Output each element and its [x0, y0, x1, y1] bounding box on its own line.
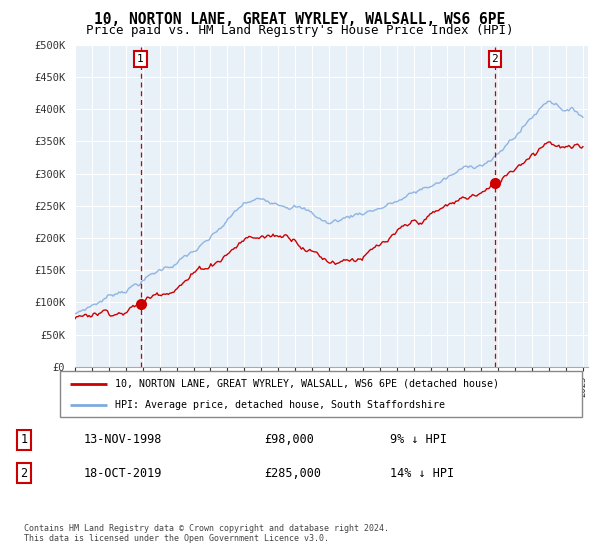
Text: 14% ↓ HPI: 14% ↓ HPI	[390, 466, 454, 480]
Text: 10, NORTON LANE, GREAT WYRLEY, WALSALL, WS6 6PE: 10, NORTON LANE, GREAT WYRLEY, WALSALL, …	[94, 12, 506, 27]
Text: 13-NOV-1998: 13-NOV-1998	[84, 433, 163, 446]
Text: 18-OCT-2019: 18-OCT-2019	[84, 466, 163, 480]
Text: 2: 2	[20, 466, 28, 480]
Text: HPI: Average price, detached house, South Staffordshire: HPI: Average price, detached house, Sout…	[115, 400, 445, 410]
Text: 9% ↓ HPI: 9% ↓ HPI	[390, 433, 447, 446]
FancyBboxPatch shape	[60, 371, 582, 417]
Text: Contains HM Land Registry data © Crown copyright and database right 2024.
This d: Contains HM Land Registry data © Crown c…	[24, 524, 389, 543]
Text: 10, NORTON LANE, GREAT WYRLEY, WALSALL, WS6 6PE (detached house): 10, NORTON LANE, GREAT WYRLEY, WALSALL, …	[115, 379, 499, 389]
Text: £98,000: £98,000	[264, 433, 314, 446]
Text: 2: 2	[491, 54, 498, 64]
Text: Price paid vs. HM Land Registry's House Price Index (HPI): Price paid vs. HM Land Registry's House …	[86, 24, 514, 37]
Text: £285,000: £285,000	[264, 466, 321, 480]
Text: 1: 1	[20, 433, 28, 446]
Text: 1: 1	[137, 54, 144, 64]
